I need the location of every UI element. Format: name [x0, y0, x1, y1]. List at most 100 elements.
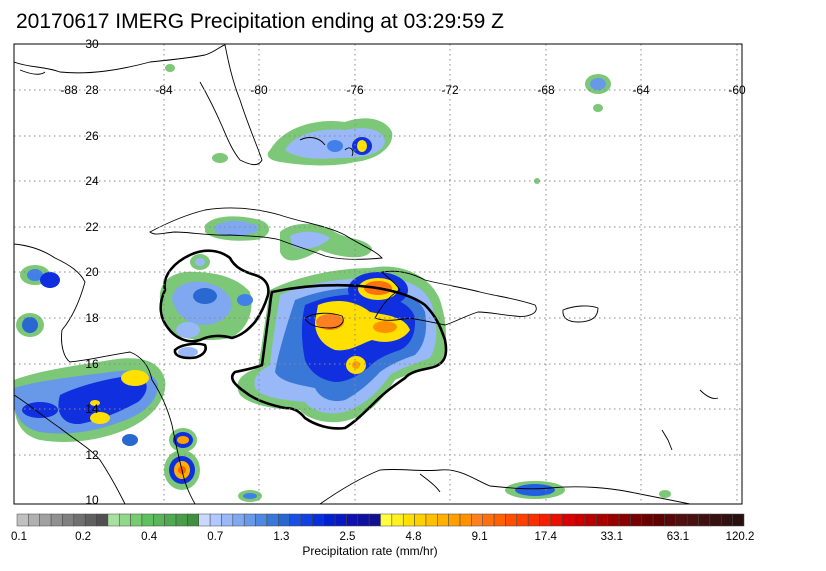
- longitude-label: -80: [250, 83, 268, 97]
- colorbar-swatch: [505, 513, 518, 527]
- colorbar-swatch: [641, 513, 654, 527]
- colorbar-swatch: [448, 513, 461, 527]
- colorbar-swatch: [402, 513, 415, 527]
- colorbar-swatch: [618, 513, 631, 527]
- latitude-label: 24: [85, 174, 99, 188]
- colorbar-swatch: [312, 513, 324, 527]
- colorbar-swatch: [425, 513, 438, 527]
- colorbar-swatch: [28, 513, 40, 527]
- colorbar-swatch: [380, 513, 393, 527]
- precip-atlantic-cells: [165, 64, 611, 184]
- longitude-label: -76: [346, 83, 364, 97]
- colorbar-swatch: [368, 513, 381, 527]
- latitude-label: 22: [85, 220, 99, 234]
- colorbar-swatch: [391, 513, 404, 527]
- colorbar-title: Precipitation rate (mm/hr): [302, 544, 438, 558]
- colorbar-swatch: [118, 513, 131, 527]
- colorbar-tick-label: 63.1: [666, 531, 690, 543]
- latitude-label: 18: [85, 311, 99, 325]
- colorbar-swatch: [516, 513, 529, 527]
- precipitation-field: [14, 44, 719, 504]
- colorbar-swatch: [141, 513, 154, 527]
- colorbar-swatch: [698, 513, 711, 527]
- colorbar-tick-label: 0.4: [141, 531, 158, 543]
- colorbar-swatch: [471, 513, 483, 527]
- latitude-label: 16: [85, 357, 99, 371]
- colorbar-tick-label: 0.2: [75, 531, 92, 543]
- colorbar-swatch: [652, 513, 665, 527]
- latitude-labels: 30 28 26 24 22 20 18 16 14 12 10: [85, 37, 99, 507]
- colorbar-tick-label: 4.8: [405, 531, 422, 543]
- colorbar-swatch: [221, 513, 234, 527]
- gridlines: [14, 44, 742, 504]
- coastlines: [14, 44, 719, 504]
- colorbar-swatch: [187, 513, 199, 527]
- colorbar-swatch: [709, 513, 722, 527]
- colorbar-swatch: [686, 513, 699, 527]
- colorbar-swatch: [289, 513, 302, 527]
- colorbar-swatch: [493, 513, 506, 527]
- latitude-label: 26: [85, 129, 99, 143]
- colorbar-swatch: [346, 513, 359, 527]
- colorbar-tick-label: 2.5: [339, 531, 356, 543]
- colorbar-swatch: [164, 513, 177, 527]
- colorbar-swatch: [664, 513, 677, 527]
- colorbar-swatch: [482, 513, 495, 527]
- longitude-label: -88: [60, 83, 78, 97]
- colorbar-swatch: [278, 513, 290, 527]
- precip-west-cluster: [159, 254, 253, 357]
- latitude-label: 12: [85, 448, 99, 462]
- colorbar-swatch: [130, 513, 143, 527]
- colorbar-swatch: [334, 513, 347, 527]
- colorbar-swatch: [232, 513, 245, 527]
- latitude-label: 30: [85, 37, 99, 51]
- colorbar-swatch: [437, 513, 449, 527]
- map-title: 20170617 IMERG Precipitation ending at 0…: [16, 10, 504, 33]
- colorbar-swatch: [107, 513, 120, 527]
- colorbar-swatch: [198, 513, 211, 527]
- longitude-label: -84: [155, 83, 173, 97]
- precip-cuba: [205, 216, 372, 261]
- colorbar-tick-label: 0.1: [11, 531, 27, 543]
- colorbar-swatch: [539, 513, 552, 527]
- longitude-label: -64: [632, 83, 650, 97]
- plot-frame: [13, 43, 743, 505]
- precip-central-america: [14, 265, 166, 442]
- latitude-label: 20: [85, 265, 99, 279]
- colorbar-swatch: [96, 513, 109, 527]
- colorbar-swatch: [527, 513, 540, 527]
- longitude-label: -68: [537, 83, 555, 97]
- colorbar-swatch: [550, 513, 563, 527]
- colorbar-tick-label: 0.7: [207, 531, 224, 543]
- colorbar-swatch: [630, 513, 643, 527]
- longitude-label: -60: [728, 83, 746, 97]
- colorbar-swatch: [300, 513, 313, 527]
- longitude-label: -72: [441, 83, 459, 97]
- colorbar-swatch: [266, 513, 279, 527]
- precip-main-system: [237, 266, 446, 423]
- colorbar-swatch: [607, 513, 620, 527]
- latitude-label: 14: [85, 402, 99, 416]
- latitude-label: 28: [85, 83, 99, 97]
- colorbar-tick-label: 120.2: [725, 531, 755, 543]
- colorbar-swatch: [73, 513, 86, 527]
- colorbar-swatch: [357, 513, 370, 527]
- colorbar-swatch: [459, 513, 472, 527]
- latitude-label: 10: [85, 493, 99, 507]
- colorbar-swatch: [62, 513, 75, 527]
- colorbar-swatch: [573, 513, 586, 527]
- colorbar-swatch: [175, 513, 188, 527]
- colorbar-swatch: [596, 513, 608, 527]
- colorbar-swatch: [562, 513, 574, 527]
- colorbar-swatch: [721, 513, 733, 527]
- colorbar-swatch: [584, 513, 597, 527]
- colorbar-swatch: [323, 513, 336, 527]
- colorbar-swatch: [255, 513, 268, 527]
- colorbar-swatch: [50, 513, 63, 527]
- colorbar-tick-label: 1.3: [273, 531, 290, 543]
- colorbar-swatch: [675, 513, 688, 527]
- colorbar-swatch: [39, 513, 52, 527]
- colorbar-swatch: [414, 513, 427, 527]
- colorbar-tick-label: 33.1: [600, 531, 624, 543]
